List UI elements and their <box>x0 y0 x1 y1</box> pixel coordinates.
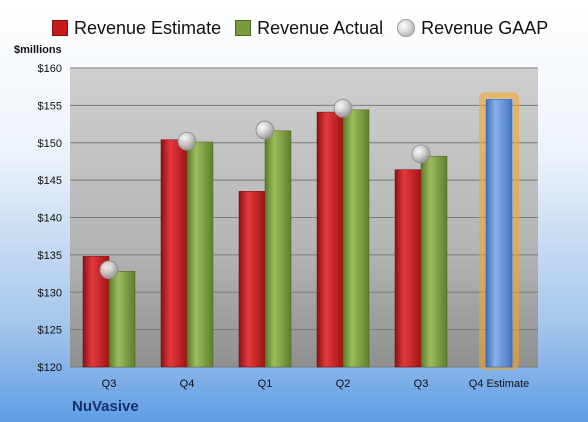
bar-revenue-actual <box>420 155 448 368</box>
bar-revenue-actual <box>186 141 214 368</box>
y-tick-label: $145 <box>38 175 62 187</box>
legend-label-estimate: Revenue Estimate <box>74 17 222 38</box>
legend-label-gaap: Revenue GAAP <box>421 17 549 38</box>
legend-item-estimate: Revenue Estimate <box>52 18 221 39</box>
legend-label-actual: Revenue Actual <box>257 17 384 38</box>
legend-swatch-actual <box>235 20 252 36</box>
gaap-marker <box>177 131 197 151</box>
y-tick-label: $155 <box>38 100 62 112</box>
gaap-marker <box>99 260 119 280</box>
y-tick-label: $130 <box>38 287 62 299</box>
legend: Revenue Estimate Revenue Actual Revenue … <box>52 15 582 41</box>
x-tick-label: Q4 <box>180 378 195 390</box>
bar-revenue-estimate <box>160 139 188 368</box>
company-name: NuVasive <box>72 398 139 415</box>
bar-revenue-actual <box>264 130 292 368</box>
legend-item-gaap: Revenue GAAP <box>397 18 548 39</box>
y-tick-label: $150 <box>38 138 62 150</box>
bars <box>82 92 519 371</box>
gaap-markers <box>99 98 431 280</box>
y-tick-label: $125 <box>38 325 62 337</box>
bar-revenue-estimate <box>238 191 266 368</box>
legend-item-actual: Revenue Actual <box>235 18 383 39</box>
x-tick-label: Q1 <box>258 378 273 390</box>
y-tick-label: $135 <box>38 250 62 262</box>
y-axis-unit-label: $millions <box>14 44 62 56</box>
bar-revenue-actual <box>108 271 136 368</box>
axes: $120 $125 $130 $135 $140 $145 $150 $155 $160 Q3 Q4… <box>38 63 530 390</box>
gaap-marker <box>333 98 353 118</box>
y-tick-label: $140 <box>38 213 62 225</box>
x-tick-label: Q2 <box>336 378 351 390</box>
bar-revenue-estimate <box>316 111 344 368</box>
x-tick-label: Q4 Estimate <box>469 378 530 390</box>
gaap-marker <box>255 120 275 140</box>
y-tick-label: $120 <box>38 362 62 374</box>
legend-swatch-estimate <box>52 20 68 36</box>
bar-q4-estimate <box>485 99 513 368</box>
bar-revenue-estimate <box>394 169 422 368</box>
legend-marker-gaap <box>397 19 416 37</box>
gaap-marker <box>411 144 431 164</box>
y-tick-label: $160 <box>38 63 62 75</box>
bar-revenue-actual <box>342 109 370 368</box>
grid-lines <box>70 67 538 368</box>
x-tick-label: Q3 <box>414 378 429 390</box>
x-tick-label: Q3 <box>102 378 117 390</box>
